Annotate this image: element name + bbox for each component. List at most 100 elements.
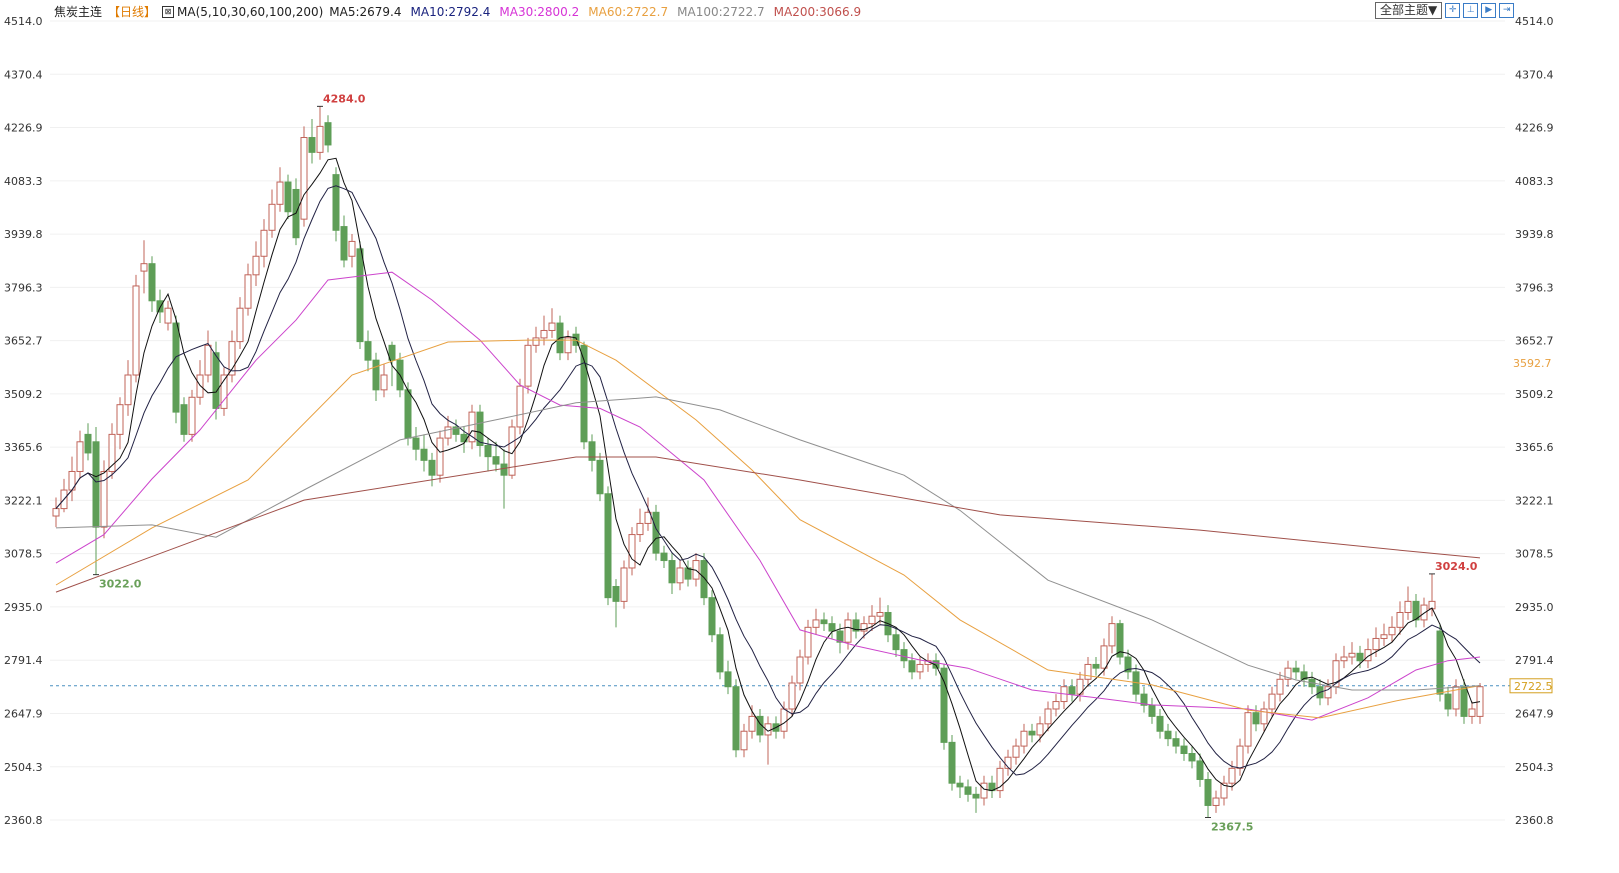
candle-down: [1444, 693, 1452, 710]
y-tick-label-left: 2360.8: [4, 814, 43, 827]
candle-down: [820, 619, 828, 625]
candle-up: [1404, 600, 1412, 613]
candle-up: [316, 125, 324, 153]
play-icon[interactable]: ▶: [1481, 3, 1497, 18]
candle-down: [420, 448, 428, 461]
crosshair-icon[interactable]: ✛: [1445, 3, 1461, 18]
candle-up: [740, 730, 748, 751]
candle-down: [660, 552, 668, 562]
candle-up: [1284, 667, 1292, 680]
candle-up: [1324, 686, 1332, 699]
y-tick-label-left: 4226.9: [4, 122, 43, 135]
candle-up: [1340, 656, 1348, 662]
candle-down: [908, 660, 916, 673]
candle-down: [948, 741, 956, 784]
y-tick-label-left: 3796.3: [4, 281, 43, 294]
candle-up: [980, 782, 988, 799]
candle-up: [204, 344, 212, 376]
candle-down: [1028, 730, 1036, 736]
y-tick-label-right: 4514.0: [1515, 15, 1554, 28]
candle-down: [212, 352, 220, 409]
y-tick-label-left: 2504.3: [4, 761, 43, 774]
indicator-settings-icon[interactable]: ⊠: [162, 5, 175, 18]
period-label[interactable]: 【日线】: [108, 5, 157, 19]
candle-down: [372, 359, 380, 391]
candle-up: [1228, 767, 1236, 784]
candle-up: [508, 426, 516, 476]
candle-up: [1036, 723, 1044, 736]
candle-down: [284, 181, 292, 213]
candle-up: [1348, 652, 1356, 658]
candle-up: [196, 374, 204, 398]
candle-up: [1452, 686, 1460, 710]
candle-down: [716, 634, 724, 673]
candle-down: [1300, 671, 1308, 680]
candle-up: [108, 433, 116, 472]
y-tick-label-right: 2647.9: [1515, 707, 1554, 720]
candle-up: [1100, 645, 1108, 669]
candle-down: [892, 634, 900, 651]
candle-up: [796, 656, 804, 684]
candle-up: [916, 663, 924, 673]
candle-up: [628, 534, 636, 569]
candle-down: [1164, 730, 1172, 740]
candle-up: [676, 567, 684, 584]
candle-up: [620, 567, 628, 602]
candle-down: [364, 341, 372, 361]
candle-down: [172, 322, 180, 413]
candle-down: [1092, 663, 1100, 669]
candle-down: [964, 786, 972, 795]
candle-up: [300, 137, 308, 220]
candle-down: [588, 441, 596, 461]
candle-down: [324, 122, 332, 146]
candle-down: [940, 667, 948, 743]
candle-down: [932, 660, 940, 669]
candle-up: [1220, 782, 1228, 799]
candle-up: [860, 623, 868, 632]
y-tick-label-left: 3509.2: [4, 388, 43, 401]
zoom-range-icon[interactable]: ⊥: [1463, 3, 1479, 18]
candle-up: [804, 626, 812, 658]
extreme-label: 4284.0: [323, 92, 366, 105]
candle-down: [180, 404, 188, 435]
candle-down: [732, 686, 740, 751]
candle-up: [876, 611, 884, 617]
candle-up: [228, 341, 236, 376]
theme-dropdown[interactable]: 全部主题▼: [1375, 2, 1443, 19]
y-tick-label-left: 4370.4: [4, 68, 43, 81]
ma200-value: MA200:3066.9: [773, 4, 862, 19]
candle-up: [1244, 712, 1252, 747]
candle-down: [1124, 656, 1132, 673]
extreme-label: 3024.0: [1435, 560, 1478, 573]
candle-down: [836, 630, 844, 643]
jump-end-icon[interactable]: ⇥: [1499, 3, 1515, 18]
candle-up: [644, 511, 652, 524]
y-tick-label-left: 2935.0: [4, 601, 43, 614]
y-tick-label-left: 3365.6: [4, 441, 43, 454]
candle-down: [756, 715, 764, 736]
candle-down: [596, 459, 604, 495]
candle-up: [252, 255, 260, 276]
candle-down: [604, 493, 612, 599]
extreme-label: 2367.5: [1211, 821, 1253, 834]
candle-down: [956, 782, 964, 788]
candle-up: [1108, 623, 1116, 647]
current-price-label: 2722.5: [1514, 680, 1553, 693]
chart-toolbar: 全部主题▼ ✛ ⊥ ▶ ⇥: [1375, 2, 1515, 19]
candle-up: [236, 307, 244, 343]
y-tick-label-left: 3939.8: [4, 228, 43, 241]
candle-up: [1372, 637, 1380, 651]
y-tick-label-left: 3652.7: [4, 335, 43, 348]
candle-down: [332, 174, 340, 231]
axis-marker-label: 3592.7: [1513, 357, 1552, 370]
candle-down: [428, 459, 436, 476]
y-tick-label-left: 4514.0: [4, 15, 43, 28]
candle-down: [612, 586, 620, 602]
y-tick-label-right: 3222.1: [1515, 494, 1554, 507]
candle-up: [996, 767, 1004, 792]
candle-up: [1396, 611, 1404, 628]
candle-down: [1356, 652, 1364, 662]
candle-up: [844, 619, 852, 643]
candle-up: [164, 307, 172, 324]
